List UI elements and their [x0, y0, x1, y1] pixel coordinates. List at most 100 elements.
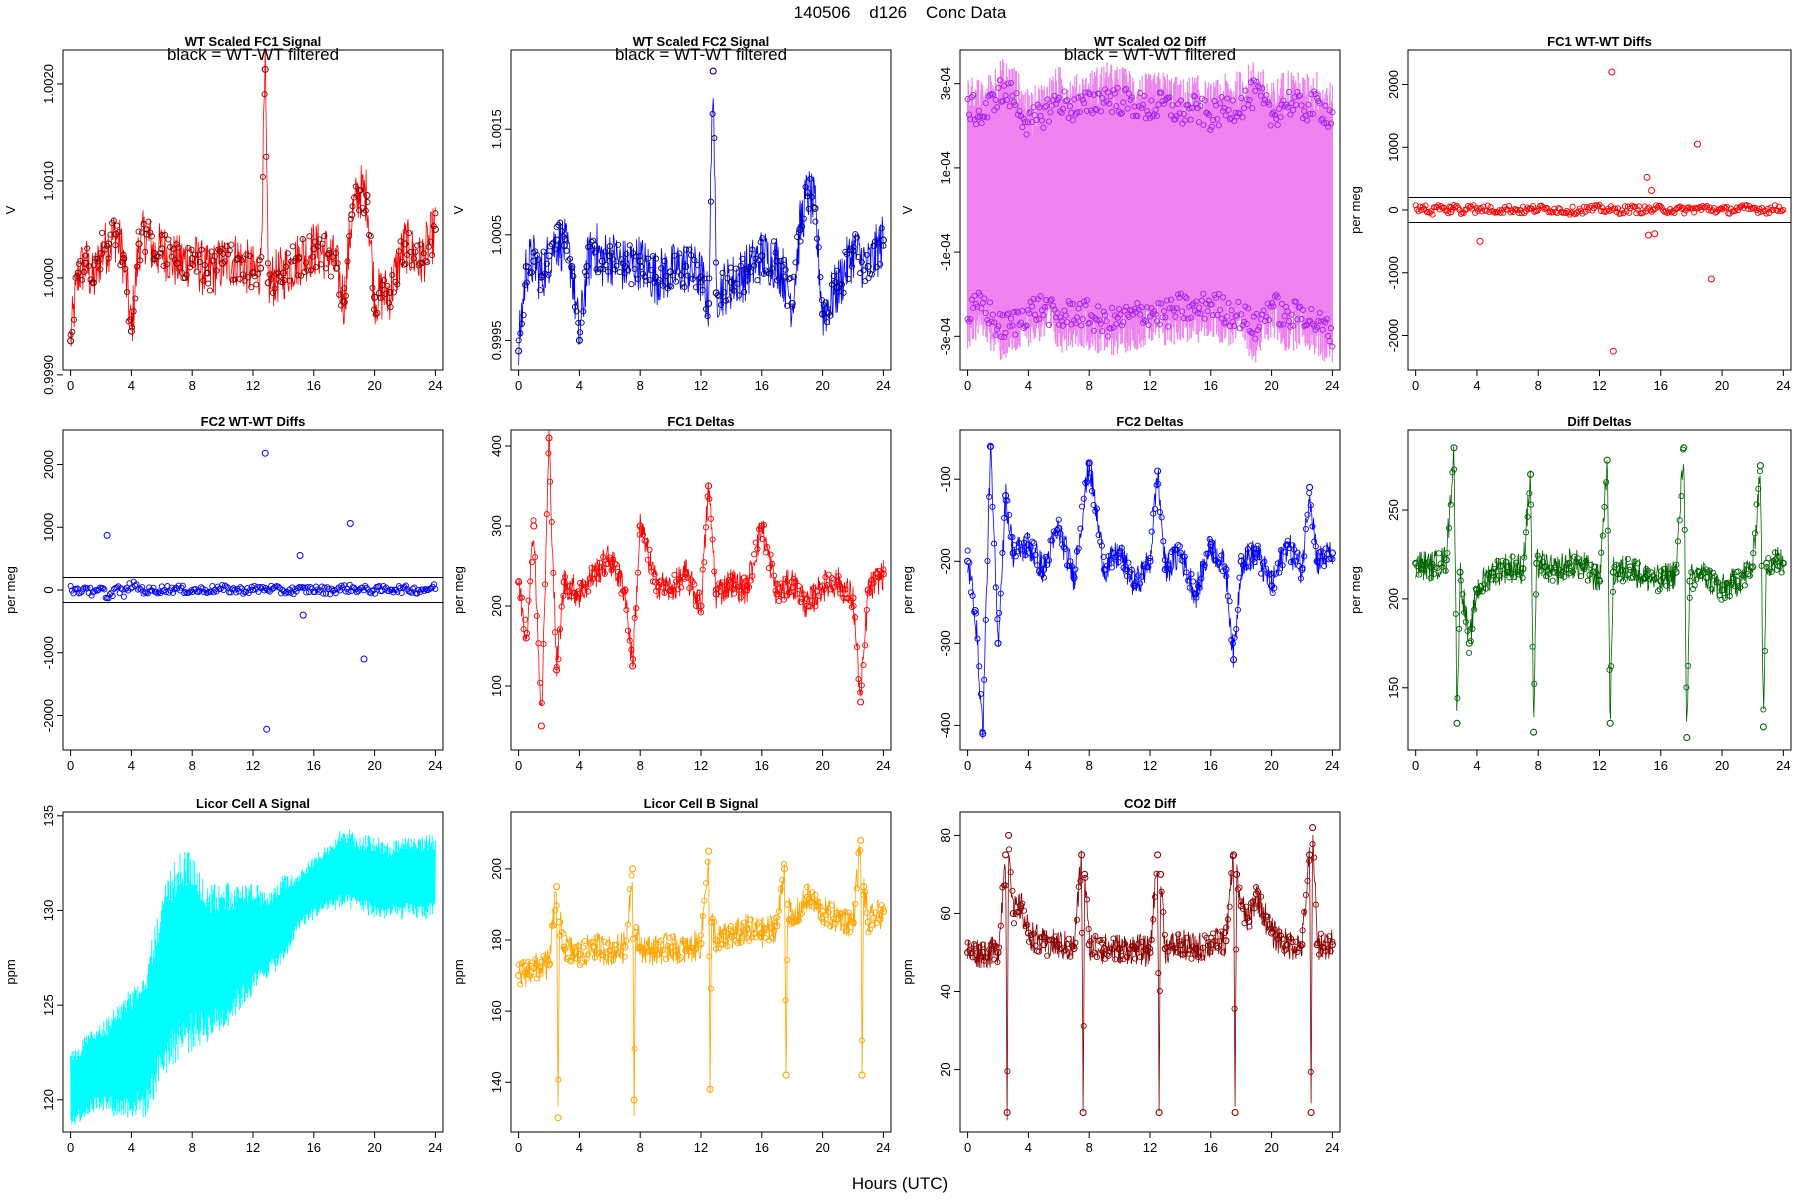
data-point	[823, 319, 831, 326]
data-point	[1062, 98, 1069, 105]
data-point	[334, 586, 341, 593]
data-point	[775, 908, 782, 915]
data-point	[1161, 557, 1168, 564]
data-point	[1106, 100, 1113, 107]
data-point	[545, 271, 552, 278]
data-point	[1285, 88, 1292, 95]
data-point	[1002, 492, 1010, 500]
data-point	[639, 531, 647, 538]
data-point	[228, 241, 235, 248]
data-point	[1215, 122, 1222, 129]
outlier-point	[1447, 208, 1455, 216]
data-point	[1184, 315, 1191, 322]
data-point	[1001, 334, 1008, 341]
data-point	[969, 954, 976, 961]
data-point	[321, 584, 328, 591]
data-point	[1277, 114, 1284, 121]
data-point	[1105, 952, 1112, 959]
data-point	[321, 233, 328, 240]
data-point	[994, 958, 1001, 966]
y-tick-label: 40	[938, 984, 953, 998]
data-point	[1761, 647, 1769, 655]
x-tick-label: 20	[367, 378, 381, 393]
data-point	[1027, 108, 1034, 115]
data-point	[1279, 935, 1286, 942]
data-point	[1207, 941, 1215, 949]
data-point	[575, 590, 583, 598]
data-point	[1327, 120, 1335, 127]
data-point	[1029, 303, 1036, 310]
data-point	[1229, 318, 1236, 325]
data-point	[545, 961, 553, 969]
data-point	[1125, 559, 1132, 566]
data-point	[873, 920, 880, 927]
data-point	[1776, 203, 1783, 210]
data-point	[1695, 568, 1703, 576]
data-point	[674, 268, 681, 275]
data-point	[1080, 495, 1087, 502]
data-point	[986, 493, 993, 500]
x-tick-label: 12	[1143, 1140, 1157, 1155]
data-point	[520, 626, 527, 633]
data-point	[880, 905, 887, 912]
data-point	[716, 945, 723, 952]
data-point	[120, 593, 127, 600]
x-tick-label: 16	[1204, 1140, 1218, 1155]
x-tick-label: 24	[1325, 1140, 1339, 1155]
y-tick-label: 400	[489, 435, 504, 457]
data-point	[580, 944, 587, 951]
data-point	[1187, 314, 1194, 321]
data-point	[1218, 928, 1225, 935]
data-point	[722, 590, 729, 597]
data-point	[1145, 322, 1152, 329]
x-tick-label: 0	[964, 378, 971, 393]
data-point	[1054, 310, 1061, 317]
data-point	[799, 910, 806, 917]
data-point	[1606, 666, 1613, 673]
data-point	[1747, 206, 1754, 213]
x-tick-label: 4	[128, 1140, 135, 1155]
data-point	[580, 308, 587, 315]
x-tick-label: 12	[694, 758, 708, 773]
data-point	[386, 288, 394, 296]
data-point	[1109, 108, 1116, 116]
data-point	[1204, 308, 1211, 315]
data-point	[770, 238, 778, 245]
data-point	[1304, 511, 1311, 518]
data-point	[301, 268, 308, 275]
data-point	[620, 943, 627, 950]
data-point	[1020, 907, 1028, 914]
y-tick-label: 60	[938, 906, 953, 920]
x-tick-label: 24	[428, 758, 442, 773]
data-point	[999, 98, 1006, 105]
data-point	[1085, 925, 1092, 933]
data-point	[1412, 202, 1419, 209]
data-point	[1030, 296, 1037, 303]
data-point	[1309, 841, 1316, 848]
data-point	[420, 250, 427, 257]
data-point	[1001, 882, 1008, 889]
y-axis-label: V	[3, 205, 18, 214]
data-point	[848, 263, 855, 270]
data-point	[1252, 87, 1259, 94]
data-point	[543, 511, 550, 518]
data-point	[1569, 568, 1576, 575]
data-point	[1194, 310, 1201, 317]
data-point	[847, 928, 854, 935]
data-point	[384, 282, 391, 289]
data-point	[591, 943, 599, 951]
data-point	[1309, 824, 1317, 832]
data-point	[1222, 937, 1230, 945]
data-point	[1075, 883, 1082, 890]
data-point	[1430, 570, 1438, 578]
data-point	[727, 932, 735, 940]
data-point	[1237, 557, 1245, 565]
x-tick-label: 4	[576, 378, 583, 393]
data-point	[1285, 318, 1292, 325]
data-point	[795, 583, 802, 590]
data-point	[598, 257, 606, 265]
data-point	[1549, 209, 1556, 216]
data-point	[1026, 110, 1033, 117]
data-point	[1451, 466, 1458, 473]
